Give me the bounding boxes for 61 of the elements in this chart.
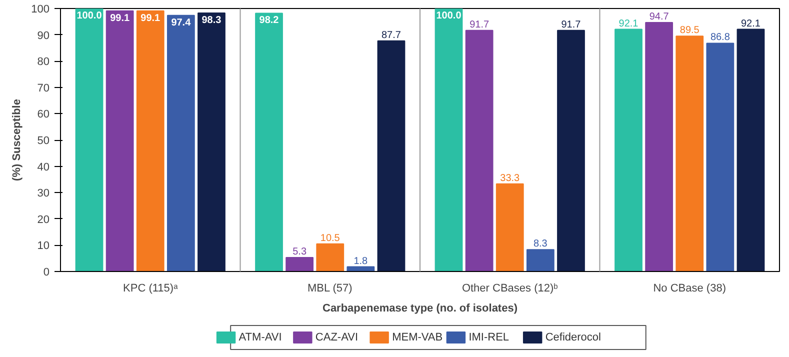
bar bbox=[557, 30, 585, 272]
bar bbox=[465, 30, 494, 272]
bar bbox=[106, 10, 134, 272]
data-label: 99.1 bbox=[140, 12, 161, 24]
x-tick-label: KPC (115)ᵃ bbox=[123, 282, 179, 294]
bar bbox=[706, 42, 734, 272]
data-label: 98.3 bbox=[202, 14, 222, 26]
x-tick-label: MBL (57) bbox=[308, 282, 352, 294]
bar bbox=[316, 243, 344, 272]
y-tick-label: 70 bbox=[37, 82, 50, 94]
y-tick-label: 40 bbox=[37, 161, 50, 174]
x-axis-title: Carbapenemase type (no. of isolates) bbox=[322, 302, 518, 314]
data-label: 94.7 bbox=[649, 11, 670, 22]
data-label: 5.3 bbox=[292, 246, 307, 258]
data-label: 86.8 bbox=[710, 32, 730, 44]
y-tick-label: 80 bbox=[37, 56, 50, 68]
y-tick-label: 100 bbox=[31, 4, 50, 16]
data-label: 99.1 bbox=[110, 12, 130, 24]
bar bbox=[434, 8, 463, 272]
bar bbox=[377, 40, 406, 272]
bar bbox=[255, 12, 283, 272]
bar bbox=[614, 28, 642, 272]
y-tick-label: 20 bbox=[37, 214, 50, 226]
bar bbox=[286, 257, 314, 272]
y-tick-label: 0 bbox=[43, 266, 50, 278]
y-tick-label: 30 bbox=[37, 188, 50, 200]
y-tick-label: 50 bbox=[37, 135, 50, 147]
data-label: 100.0 bbox=[76, 10, 102, 22]
legend-label: IMI-REL bbox=[468, 332, 510, 344]
data-label: 8.3 bbox=[533, 238, 548, 250]
legend-label: CAZ-AVI bbox=[315, 332, 358, 344]
y-axis-title: (%) Susceptible bbox=[11, 99, 24, 181]
data-label: 10.5 bbox=[320, 232, 340, 244]
data-label: 100.0 bbox=[436, 10, 462, 22]
data-label: 87.7 bbox=[382, 30, 402, 41]
bar bbox=[75, 8, 104, 272]
bar bbox=[526, 249, 554, 272]
bar bbox=[198, 12, 226, 272]
bar bbox=[645, 22, 674, 272]
data-label: 92.1 bbox=[741, 18, 761, 30]
y-tick-label: 10 bbox=[37, 240, 50, 252]
data-label: 91.7 bbox=[561, 19, 582, 30]
bar bbox=[136, 10, 164, 272]
data-label: 92.1 bbox=[618, 18, 639, 30]
legend-label: ATM-AVI bbox=[238, 332, 282, 344]
legend-label: Cefiderocol bbox=[545, 332, 601, 344]
bar bbox=[496, 183, 524, 272]
x-tick-label: No CBase (38) bbox=[653, 282, 726, 294]
x-tick-label: Other CBases (12)ᵇ bbox=[462, 282, 558, 294]
legend-label: MEM-VAB bbox=[392, 332, 443, 344]
data-label: 1.8 bbox=[354, 256, 368, 267]
data-label: 89.5 bbox=[680, 25, 700, 36]
bar bbox=[166, 14, 195, 272]
bar bbox=[736, 28, 765, 272]
y-tick-label: 60 bbox=[37, 108, 50, 121]
bar bbox=[676, 36, 704, 272]
data-label: 97.4 bbox=[171, 17, 192, 28]
data-label: 91.7 bbox=[470, 19, 490, 30]
data-label: 98.2 bbox=[259, 15, 280, 26]
y-tick-label: 90 bbox=[37, 30, 50, 42]
data-label: 33.3 bbox=[500, 172, 520, 184]
